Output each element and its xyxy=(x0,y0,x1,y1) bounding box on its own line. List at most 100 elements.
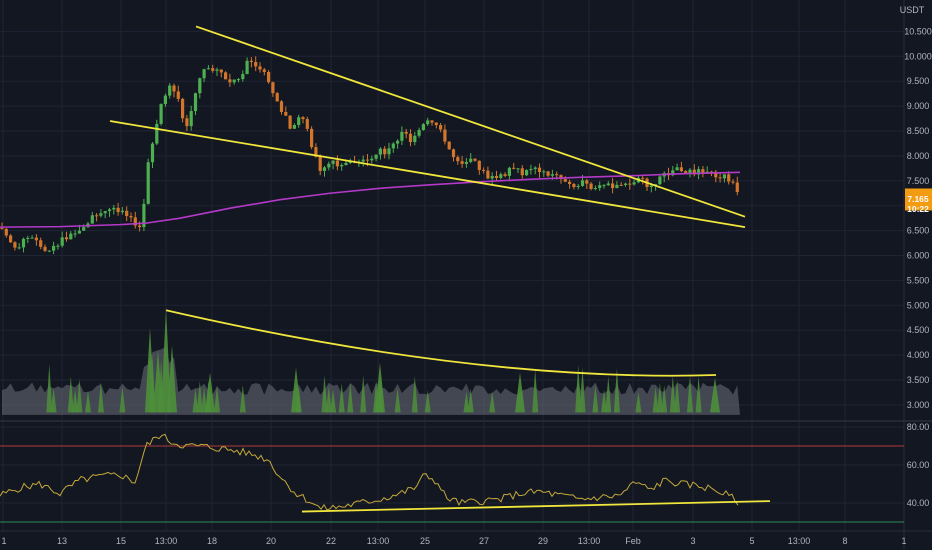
x-tick-label: 8 xyxy=(842,536,847,546)
volume-spike xyxy=(196,380,203,413)
candle-body xyxy=(249,60,253,62)
volume-spike xyxy=(167,345,177,413)
volume-spike xyxy=(661,384,668,413)
candle-body xyxy=(589,183,593,189)
candle-body xyxy=(533,167,537,169)
volume-spike xyxy=(394,387,401,413)
y-tick-label: 10.500 xyxy=(904,26,932,36)
candle-body xyxy=(77,230,81,234)
candle-body xyxy=(82,227,86,231)
y-tick-label: 7.500 xyxy=(907,176,930,186)
candle-body xyxy=(426,120,430,125)
candle-body xyxy=(155,123,159,144)
candle-body xyxy=(361,159,365,162)
candle-body xyxy=(606,183,610,186)
candle-body xyxy=(731,181,735,183)
y-tick-label: 9.500 xyxy=(907,76,930,86)
candle-body xyxy=(95,215,99,217)
volume-spike xyxy=(192,388,199,413)
candle-body xyxy=(258,66,262,70)
volume-spike xyxy=(145,327,155,413)
volume-spike xyxy=(687,375,693,413)
candle-body xyxy=(692,169,696,175)
y-tick-label: 5.000 xyxy=(907,300,930,310)
candle-body xyxy=(284,111,288,116)
candle-body xyxy=(658,176,662,185)
volume-spike xyxy=(85,390,91,413)
candle-body xyxy=(202,69,206,79)
volume-spike xyxy=(50,387,57,413)
candle-body xyxy=(4,228,8,236)
candle-body xyxy=(697,169,701,175)
candle-body xyxy=(632,182,636,185)
x-tick-label: 22 xyxy=(326,536,336,546)
y-tick-label: 8.000 xyxy=(907,151,930,161)
x-tick-label: 1 xyxy=(901,536,906,546)
y-tick-label: 4.500 xyxy=(907,325,930,335)
candle-body xyxy=(568,181,572,185)
volume-spike xyxy=(579,367,586,413)
candle-body xyxy=(615,184,619,189)
candle-body xyxy=(47,250,51,252)
x-tick-label: 27 xyxy=(479,536,489,546)
volume-spike xyxy=(656,382,663,413)
candle-body xyxy=(486,170,490,179)
candle-body xyxy=(714,171,718,178)
candle-body xyxy=(611,183,615,189)
y-tick-label: 3.000 xyxy=(907,400,930,410)
x-tick-label: 13:00 xyxy=(788,536,811,546)
axes: USDT 1 13 15 13:00 18 20 22 13:00 25 27 29 13:00 Feb… xyxy=(1,5,931,546)
candle-body xyxy=(365,159,370,161)
volume-spike xyxy=(76,378,83,413)
candle-body xyxy=(279,101,284,112)
candle-body xyxy=(301,117,305,120)
candle-body xyxy=(727,174,731,182)
volume-spike xyxy=(592,384,599,413)
x-tick-label: 25 xyxy=(420,536,430,546)
candle-body xyxy=(168,85,172,96)
candle-body xyxy=(26,237,30,239)
x-tick-label: 13 xyxy=(57,536,67,546)
y-tick-label: 3.500 xyxy=(907,375,930,385)
x-tick-label: 13:00 xyxy=(367,536,390,546)
volume-spike xyxy=(161,307,171,413)
volume-spike xyxy=(515,372,525,413)
y-tick-label: 10.000 xyxy=(904,51,932,61)
candle-body xyxy=(469,158,473,162)
candle-body xyxy=(215,69,219,71)
candle-body xyxy=(90,215,94,224)
candle-body xyxy=(236,79,241,81)
candle-body xyxy=(649,185,653,187)
candle-body xyxy=(17,247,21,249)
candle-body xyxy=(563,179,567,182)
candle-body xyxy=(684,171,688,174)
candle-body xyxy=(129,216,133,218)
candle-body xyxy=(576,185,580,188)
y-tick-label: 5.500 xyxy=(907,275,930,285)
candle-body xyxy=(116,207,120,213)
trendlines-layer xyxy=(109,25,746,377)
candle-body xyxy=(13,242,17,248)
candle-body xyxy=(305,119,309,129)
volume-spike xyxy=(710,377,720,413)
candle-body xyxy=(228,79,232,83)
candle-body xyxy=(297,117,301,125)
candle-body xyxy=(370,158,374,161)
volume-spike xyxy=(291,367,301,413)
volume-spike xyxy=(360,375,367,413)
volume-area xyxy=(2,347,740,415)
candle-body xyxy=(735,182,739,193)
volume-spike xyxy=(375,362,385,413)
candle-body xyxy=(318,156,322,171)
moving-average-layer xyxy=(0,171,741,228)
y-tick-label: 6.500 xyxy=(907,226,930,236)
candle-body xyxy=(219,69,223,73)
candle-body xyxy=(688,169,692,174)
candle-body xyxy=(0,228,4,230)
volume-spike xyxy=(669,375,676,413)
candle-body xyxy=(602,185,606,187)
candle-body xyxy=(378,148,382,155)
candle-body xyxy=(245,60,249,75)
candle-body xyxy=(189,111,193,127)
